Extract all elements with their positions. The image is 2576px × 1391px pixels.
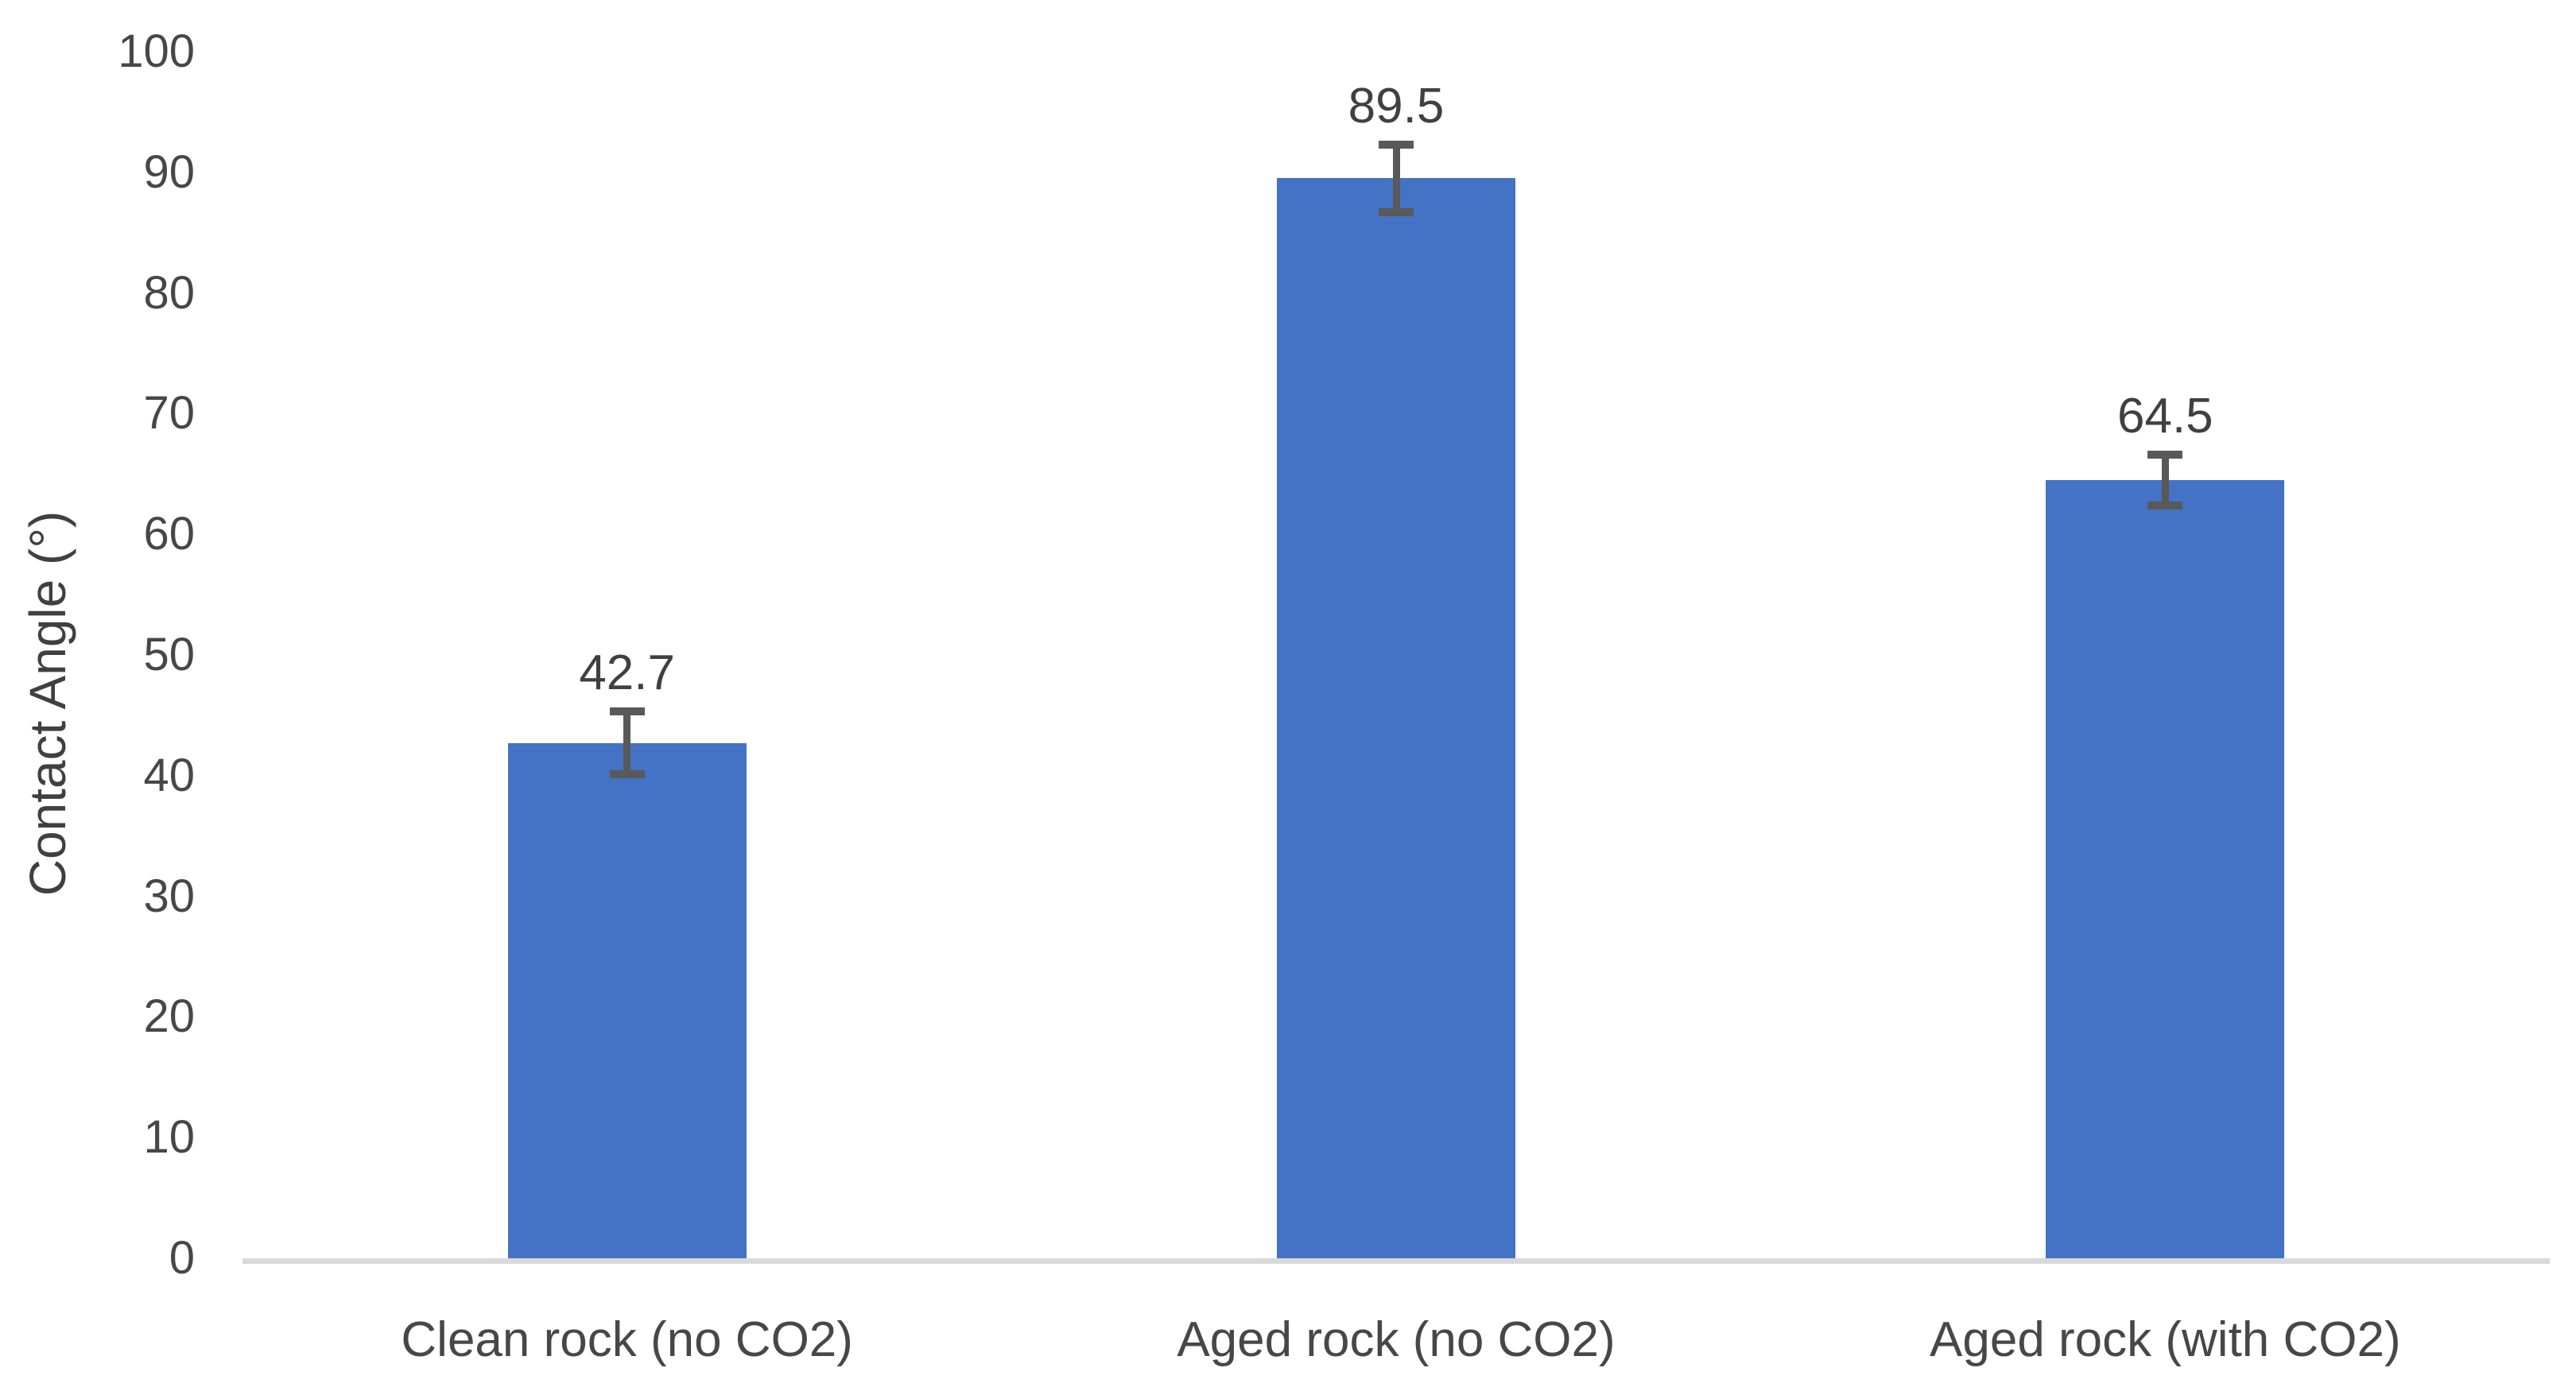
y-tick-label-90: 90 bbox=[143, 145, 195, 198]
error-bar-line-1 bbox=[623, 711, 631, 775]
error-bar-line-2 bbox=[1392, 144, 1400, 212]
bar-2 bbox=[1277, 178, 1515, 1258]
data-label-2: 89.5 bbox=[1348, 78, 1445, 134]
error-bar-top-cap-2 bbox=[1379, 140, 1414, 149]
y-tick-label-80: 80 bbox=[143, 266, 195, 319]
error-bar-line-3 bbox=[2161, 455, 2169, 506]
error-bar-top-cap-3 bbox=[2147, 451, 2183, 459]
data-label-1: 42.7 bbox=[579, 645, 675, 701]
y-tick-label-70: 70 bbox=[143, 387, 195, 440]
y-tick-label-40: 40 bbox=[143, 749, 195, 801]
error-bar-bottom-cap-3 bbox=[2147, 501, 2183, 510]
y-tick-label-20: 20 bbox=[143, 990, 195, 1043]
y-tick-label-100: 100 bbox=[118, 25, 195, 77]
y-axis-title: Contact Angle (°) bbox=[19, 510, 76, 897]
data-label-3: 64.5 bbox=[2116, 389, 2213, 444]
y-tick-label-30: 30 bbox=[143, 870, 195, 922]
category-label-3: Aged rock (with CO2) bbox=[1930, 1312, 2401, 1367]
y-tick-label-50: 50 bbox=[143, 629, 195, 680]
category-label-1: Clean rock (no CO2) bbox=[401, 1312, 853, 1367]
category-label-2: Aged rock (no CO2) bbox=[1177, 1312, 1616, 1367]
bar-3 bbox=[2046, 479, 2285, 1258]
bar-1 bbox=[507, 742, 747, 1258]
error-bar-bottom-cap-2 bbox=[1379, 207, 1414, 216]
error-bar-bottom-cap-1 bbox=[609, 770, 645, 779]
y-tick-label-10: 10 bbox=[143, 1111, 195, 1164]
y-tick-label-0: 0 bbox=[169, 1232, 195, 1284]
error-bar-top-cap-1 bbox=[609, 707, 645, 716]
y-tick-label-60: 60 bbox=[143, 508, 195, 560]
x-axis-line bbox=[242, 1258, 2550, 1264]
